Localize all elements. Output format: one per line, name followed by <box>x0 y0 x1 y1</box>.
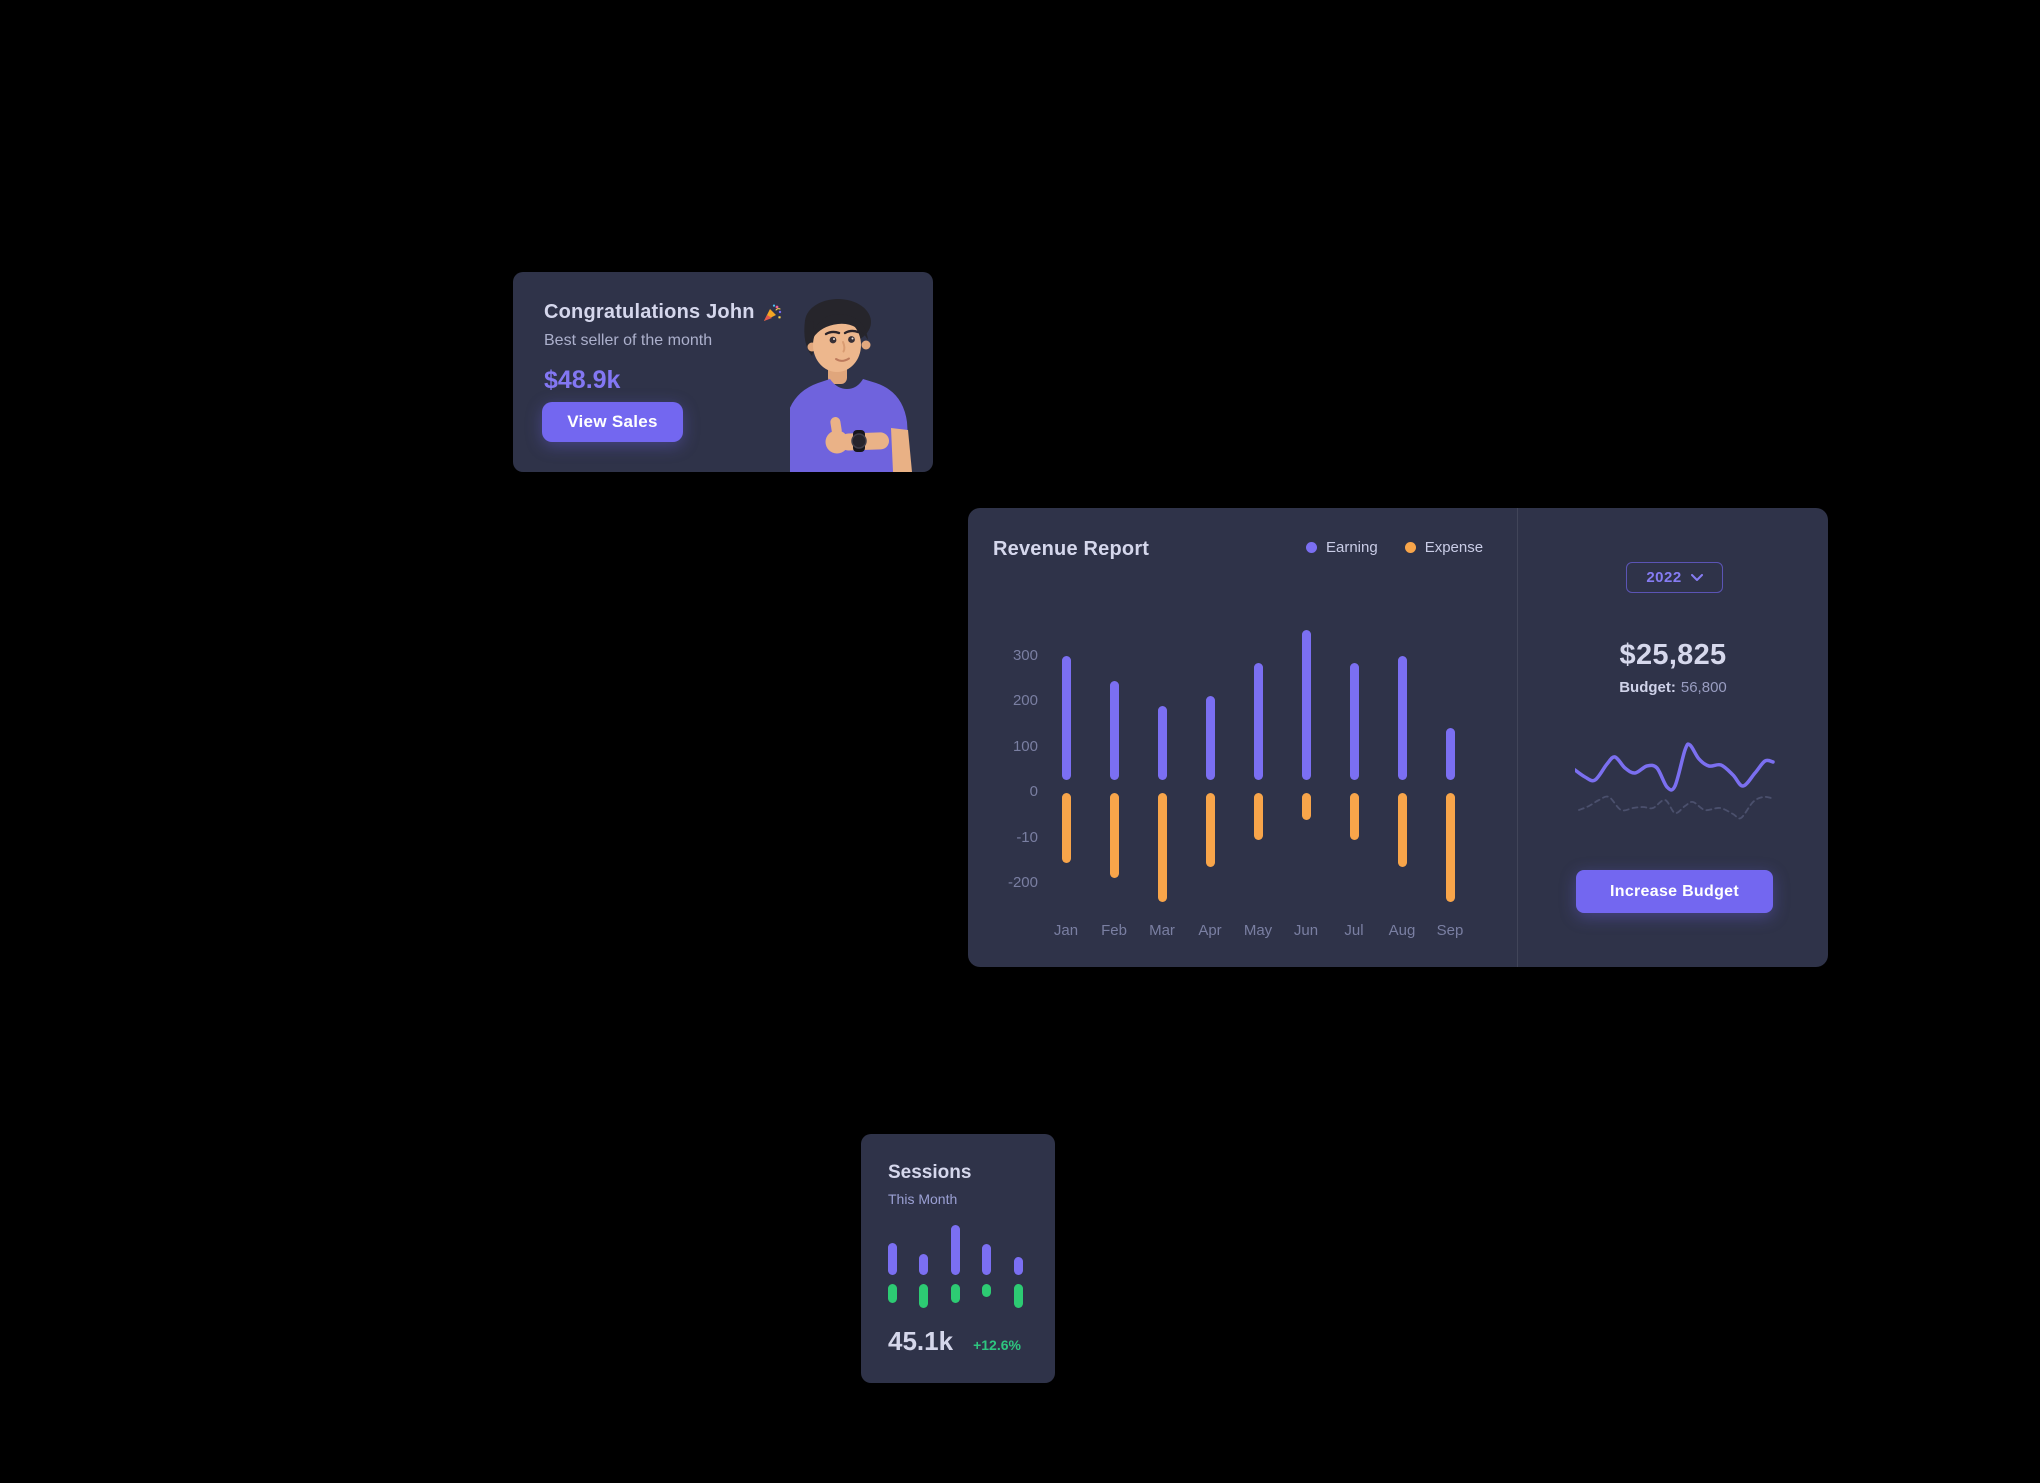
legend-item-expense: Expense <box>1404 539 1484 556</box>
legend-label: Expense <box>1424 539 1484 556</box>
x-axis-label-jan: Jan <box>1053 922 1079 939</box>
x-axis-label-feb: Feb <box>1101 922 1127 939</box>
bar-expense-aug <box>1397 793 1407 867</box>
sparkline-budget-planned <box>1578 795 1772 820</box>
sessions-value: 45.1k <box>888 1326 954 1356</box>
john-character-illustration <box>790 299 912 472</box>
x-axis-label-sep: Sep <box>1436 922 1464 939</box>
sessions-bar-top <box>982 1244 991 1275</box>
congrats-subtitle: Best seller of the month <box>544 332 713 349</box>
sessions-subtitle: This Month <box>888 1191 958 1207</box>
y-axis-tick: -10 <box>1016 828 1038 846</box>
sessions-bar-bottom <box>887 1284 897 1303</box>
bar-earning-jan <box>1061 655 1071 780</box>
year-select[interactable]: 2022 <box>1626 562 1723 593</box>
revenue-report-card: Revenue Report Earning Expense 300 200 100 0… <box>968 508 1828 967</box>
budget-label: Budget: <box>1619 679 1676 696</box>
budget-line: Budget: 56,800 <box>1518 679 1828 696</box>
x-axis-label-aug: Aug <box>1388 922 1416 939</box>
sessions-bar-bottom <box>1013 1284 1023 1308</box>
bar-earning-apr <box>1205 696 1215 780</box>
bar-expense-jan <box>1061 793 1071 864</box>
sessions-bar-bottom <box>950 1284 960 1303</box>
revenue-chart-section: Revenue Report Earning Expense 300 200 100 0… <box>968 508 1517 967</box>
congrats-amount: $48.9k <box>544 366 621 394</box>
x-axis-label-mar: Mar <box>1149 922 1175 939</box>
sessions-stats: 45.1k +12.6% <box>888 1326 1021 1357</box>
congrats-title-text: Congratulations John <box>544 301 755 323</box>
legend-item-earning: Earning <box>1306 539 1378 556</box>
revenue-bar-chart: 300 200 100 0 -10 -200 Jan Feb Mar Apr May Jun Jul Au… <box>968 508 1517 967</box>
bar-earning-feb <box>1109 680 1119 780</box>
budget-total: $25,825 <box>1619 639 1727 671</box>
bar-earning-aug <box>1397 655 1407 780</box>
x-axis-label-jul: Jul <box>1344 922 1364 939</box>
revenue-report-title: Revenue Report <box>993 538 1150 560</box>
sessions-bar-chart <box>879 1219 1037 1314</box>
sessions-bar-top <box>950 1225 960 1275</box>
bar-earning-sep <box>1445 728 1455 780</box>
legend-dot-icon <box>1306 542 1317 553</box>
increase-budget-button[interactable]: Increase Budget <box>1576 870 1773 913</box>
budget-sparkline <box>1573 740 1775 835</box>
bar-earning-mar <box>1157 705 1167 780</box>
bar-earning-jul <box>1349 663 1359 780</box>
budget-panel: 2022 $25,825 Budget: 56,800 Increase Budg… <box>1518 508 1828 967</box>
sessions-bar-top <box>919 1254 928 1275</box>
sessions-card: Sessions This Month 45.1k +12.6% <box>861 1134 1055 1383</box>
legend-dot-icon <box>1404 542 1416 553</box>
sparkline-budget-actual <box>1573 742 1775 792</box>
vertical-divider <box>1517 508 1518 967</box>
y-axis-tick: 0 <box>1029 783 1038 800</box>
bar-earning-may <box>1253 663 1263 780</box>
sessions-bar-top <box>1013 1257 1023 1275</box>
view-sales-button[interactable]: View Sales <box>542 402 683 442</box>
bar-expense-jul <box>1349 793 1359 841</box>
x-axis-label-apr: Apr <box>1198 922 1222 939</box>
x-axis-label-jun: Jun <box>1293 922 1319 939</box>
bar-expense-sep <box>1445 793 1455 903</box>
bar-expense-mar <box>1157 793 1167 903</box>
sessions-bar-bottom <box>982 1284 991 1297</box>
bar-expense-apr <box>1205 793 1215 867</box>
bar-earning-jun <box>1301 629 1311 780</box>
revenue-legend: Earning Expense <box>1306 539 1483 556</box>
congrats-card: Congratulations John Best seller of the … <box>513 272 933 472</box>
y-axis-tick: -200 <box>1007 874 1038 891</box>
party-popper-icon <box>763 304 781 321</box>
sessions-title: Sessions <box>888 1162 972 1183</box>
legend-label: Earning <box>1326 539 1378 556</box>
y-axis-tick: 200 <box>1012 692 1038 709</box>
chevron-down-icon <box>1690 574 1703 581</box>
budget-value: 56,800 <box>1680 679 1727 696</box>
y-axis-tick: 100 <box>1012 737 1038 755</box>
sessions-bar-bottom <box>919 1284 928 1308</box>
sessions-change-badge: +12.6% <box>973 1337 1021 1353</box>
bar-expense-jun <box>1301 793 1311 821</box>
bar-expense-may <box>1253 793 1263 841</box>
sessions-bar-top <box>887 1243 897 1275</box>
congrats-title: Congratulations John <box>544 301 782 324</box>
x-axis-label-may: May <box>1243 922 1273 939</box>
y-axis-tick: 300 <box>1012 646 1038 664</box>
year-select-value: 2022 <box>1646 569 1682 586</box>
bar-expense-feb <box>1109 793 1119 879</box>
